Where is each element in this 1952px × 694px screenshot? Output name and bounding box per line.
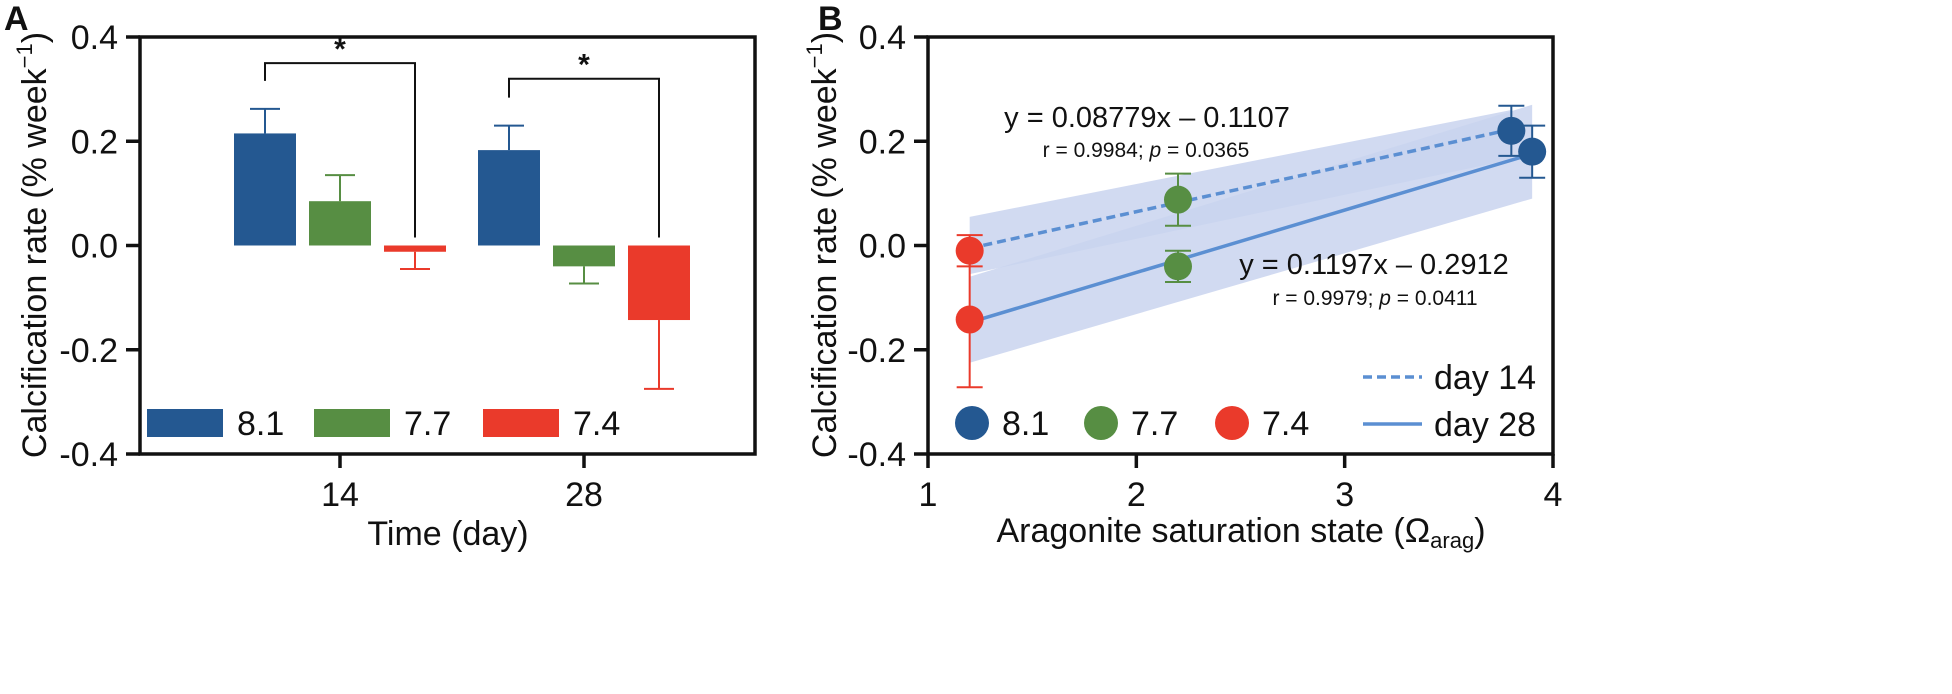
a-y-tick-label: 0.2 [71,123,118,161]
legend-marker-77 [1084,406,1118,440]
legend-label-81: 8.1 [237,405,284,443]
panel-b-group-legend: 8.1 7.7 7.4 [955,405,1309,443]
panel-b-x-label: Aragonite saturation state (Ω [996,512,1430,550]
b-y-tick-label: -0.2 [847,332,906,370]
panel-a-y-unit-sup: −1 [12,43,37,68]
panel-a-significance: * * [264,33,660,238]
fit-day14-p: = 0.0365 [1161,139,1249,162]
panel-b-letter: B [818,0,843,38]
panel-b-y-unit: (% week [806,67,844,198]
bar-74-day14 [384,245,446,252]
a-x-tick-label: 28 [565,476,603,514]
legend-line-label-day28: day 28 [1434,406,1536,444]
panel-a-x-ticks: 14 28 [321,454,603,514]
b-y-tick-label: 0.2 [859,123,906,161]
legend-label-77: 7.7 [1131,405,1178,443]
point-81-day28 [1518,137,1547,166]
fit-day28-r: r = 0.9979; [1272,287,1379,310]
b-y-tick-label: -0.4 [847,436,906,474]
fit-line-day14 [969,127,1512,250]
a-y-tick-label: 0.0 [71,228,118,266]
fit-line-day28 [969,152,1533,325]
b-y-tick-label: 0.4 [859,19,906,57]
panel-b-fit-lines [969,127,1533,325]
panel-a: A * * 8.1 7.7 7.4 0.40.20.0-0.2-0.4 14 28 Ti… [4,0,757,553]
a-y-tick-label: 0.4 [71,19,118,57]
panel-b-y-ticks: 0.4 0.2 0.0 -0.2 -0.4 [847,19,928,474]
bar-77-day14 [309,201,371,246]
panel-b-y-label: Calcification rate [806,207,844,458]
panel-a-bars [234,133,690,321]
panel-a-y-axis-title: Calcification rate (% week−1) [12,32,54,458]
legend-label-74: 7.4 [573,405,620,443]
point-74-day14 [955,236,984,265]
fit-day14-p-label: p [1148,139,1161,162]
panel-b-confidence-bands [969,104,1533,363]
a-y-tick-label: -0.2 [59,332,118,370]
legend-marker-74 [1215,406,1249,440]
fit-day28-p: = 0.0411 [1391,287,1478,310]
point-81-day14 [1497,116,1526,145]
confidence-band-day14 [969,109,1512,275]
legend-label-74: 7.4 [1262,405,1309,443]
point-77-day28 [1164,252,1192,281]
panel-a-y-unit-close: ) [16,32,54,43]
panel-b: B 0.4 0.2 0.0 -0.2 -0.4 1 2 3 4 y = 0.08779x – … [802,0,1562,553]
fit-day28-equation: y = 0.1197x – 0.2912 [1239,249,1509,281]
panel-a-y-ticks: 0.4 0.2 0.0 -0.2 -0.4 [59,19,140,474]
b-x-tick-label: 1 [919,476,938,514]
significance-bracket-day28 [508,77,660,238]
legend-swatch-77 [314,409,390,437]
point-77-day14 [1164,185,1192,214]
b-x-tick-label: 4 [1544,476,1563,514]
panel-b-x-label-close: ) [1474,512,1485,550]
legend-swatch-74 [483,409,559,437]
b-x-tick-label: 2 [1127,476,1146,514]
significance-bracket-day14 [264,62,416,238]
bar-81-day14 [234,133,296,246]
fit-day28-p-label: p [1378,287,1391,310]
panel-b-y-unit-sup: −1 [802,43,827,68]
significance-star: * [578,49,590,82]
panel-a-x-axis-title: Time (day) [367,515,528,553]
panel-a-y-label: Calcification rate [16,207,54,458]
legend-line-label-day14: day 14 [1434,359,1536,397]
panel-a-error-bars [250,107,674,390]
fit-day28-stats: r = 0.9979; p = 0.0411 [1272,287,1477,310]
panel-b-y-axis-title: Calcification rate (% week−1) [802,32,844,458]
fit-day14-equation: y = 0.08779x – 0.1107 [1004,102,1290,134]
panel-b-line-legend: day 14 day 28 [1363,359,1536,444]
fit-day14-stats: r = 0.9984; p = 0.0365 [1043,139,1250,162]
a-y-tick-label: -0.4 [59,436,118,474]
significance-star: * [334,33,346,66]
panel-b-x-label-sub: arag [1430,528,1474,553]
legend-swatch-81 [147,409,223,437]
panel-b-y-unit-close: ) [806,32,844,43]
panel-a-legend: 8.1 7.7 7.4 [147,405,620,443]
bar-81-day28 [478,150,540,246]
a-x-tick-label: 14 [321,476,359,514]
legend-marker-81 [955,406,989,440]
legend-label-81: 8.1 [1002,405,1049,443]
panel-b-points [955,116,1547,334]
panel-a-letter: A [4,0,29,38]
panel-b-x-ticks: 1 2 3 4 [919,454,1563,514]
bar-77-day28 [553,245,615,267]
legend-label-77: 7.7 [404,405,451,443]
b-y-tick-label: 0.0 [859,228,906,266]
panel-a-y-unit: (% week [16,67,54,198]
point-74-day28 [955,305,984,334]
b-x-tick-label: 3 [1335,476,1354,514]
bar-74-day28 [628,245,690,321]
fit-day14-r: r = 0.9984; [1043,139,1150,162]
confidence-band-day28 [969,104,1533,363]
panel-b-x-axis-title: Aragonite saturation state (Ωarag) [996,512,1485,553]
